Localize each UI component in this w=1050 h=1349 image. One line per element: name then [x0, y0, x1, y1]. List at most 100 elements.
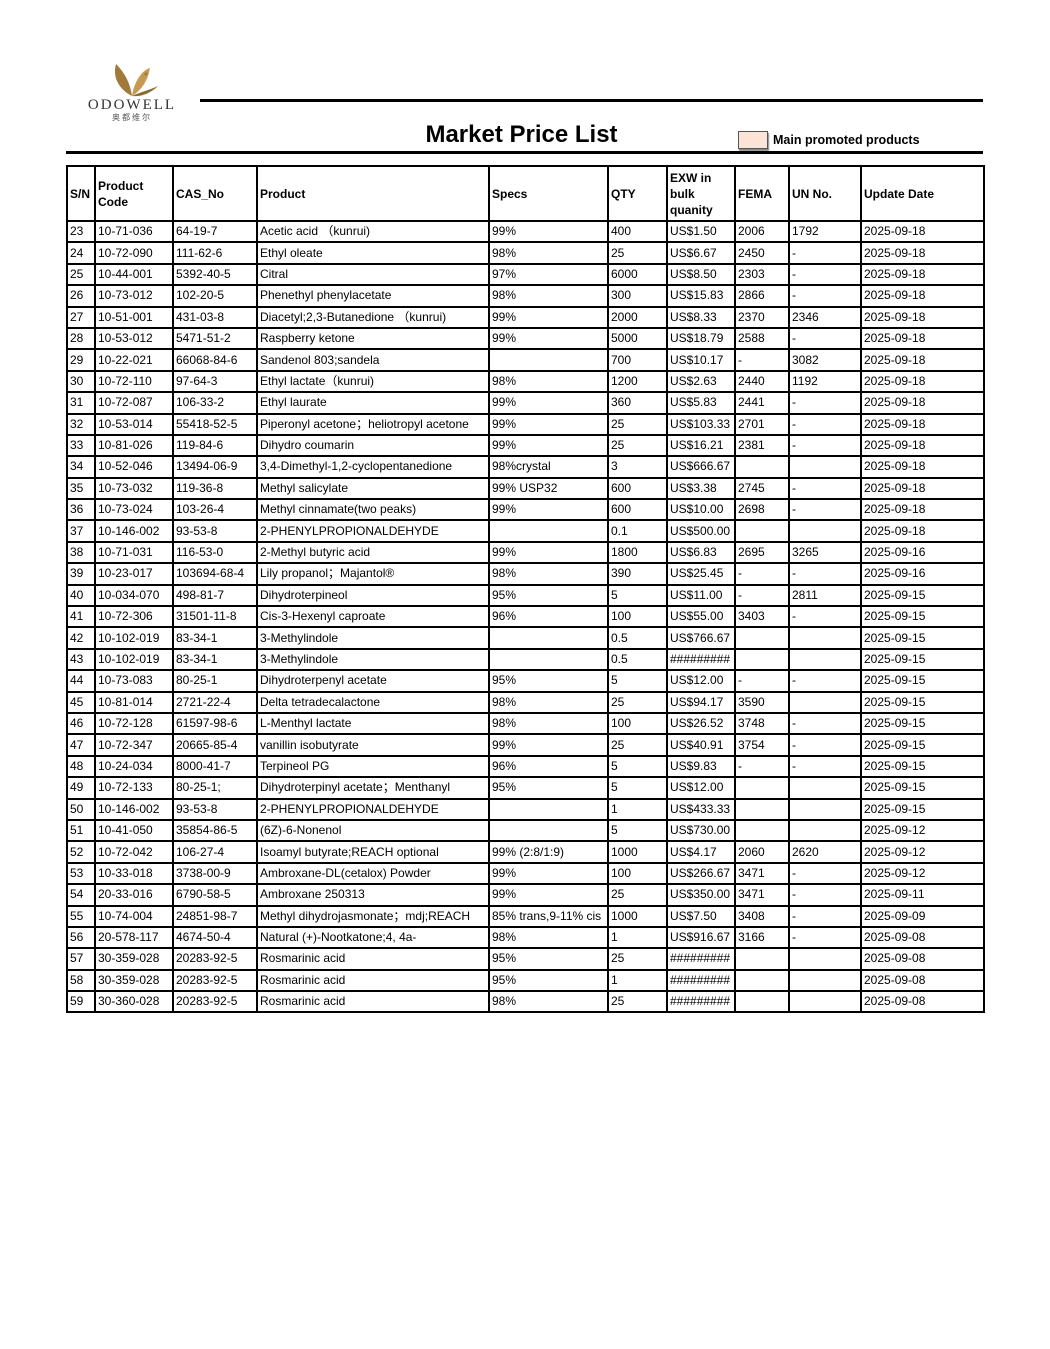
cell-un-no: 1192 — [788, 369, 862, 394]
cell-product-code: 10-73-083 — [94, 669, 174, 693]
cell-un-no — [788, 797, 862, 821]
cell-un-no — [788, 968, 862, 993]
cell-qty: 25 — [607, 883, 668, 907]
cell-fema — [734, 455, 790, 479]
cell-product-code: 10-72-042 — [94, 840, 174, 864]
cell-product: Phenethyl phenylacetate — [256, 284, 490, 308]
cell-sn: 33 — [66, 433, 96, 458]
cell-exw-price: US$12.00 — [666, 669, 736, 693]
cell-qty: 1 — [607, 797, 668, 821]
cell-exw-price: US$266.67 — [666, 861, 736, 886]
cell-exw-price: US$500.00 — [666, 519, 736, 543]
table-row: 31 10-72-087 106-33-2 Ethyl laurate 99% 360 US… — [66, 391, 985, 415]
legend: Main promoted products — [738, 131, 920, 149]
cell-exw-price: US$9.83 — [666, 754, 736, 779]
cell-un-no: - — [788, 925, 862, 950]
cell-fema: 2450 — [734, 241, 790, 265]
cell-product-code: 10-33-018 — [94, 861, 174, 886]
cell-qty: 360 — [607, 391, 668, 415]
cell-exw-price: US$8.50 — [666, 262, 736, 287]
cell-qty: 300 — [607, 284, 668, 308]
cell-cas-no: 111-62-6 — [172, 241, 258, 265]
cell-update-date: 2025-09-18 — [860, 498, 985, 522]
cell-update-date: 2025-09-18 — [860, 241, 985, 265]
cell-un-no — [788, 519, 862, 543]
cell-update-date: 2025-09-15 — [860, 754, 985, 779]
cell-cas-no: 119-36-8 — [172, 476, 258, 501]
cell-product: Ambroxane 250313 — [256, 883, 490, 907]
cell-qty: 400 — [607, 219, 668, 244]
cell-un-no: 3082 — [788, 348, 862, 372]
cell-update-date: 2025-09-18 — [860, 455, 985, 479]
cell-un-no: - — [788, 861, 862, 886]
cell-product-code: 10-53-014 — [94, 412, 174, 436]
cell-sn: 29 — [66, 348, 96, 372]
column-header-fema: FEMA — [734, 165, 790, 222]
cell-cas-no: 5392-40-5 — [172, 262, 258, 287]
cell-sn: 44 — [66, 669, 96, 693]
cell-fema: 3471 — [734, 861, 790, 886]
cell-cas-no: 35854-86-5 — [172, 818, 258, 843]
table-row: 49 10-72-133 80-25-1; Dihydroterpinyl aceta… — [66, 776, 985, 800]
cell-exw-price: US$11.00 — [666, 583, 736, 608]
cell-qty: 25 — [607, 733, 668, 757]
cell-cas-no: 116-53-0 — [172, 540, 258, 565]
cell-un-no: - — [788, 262, 862, 287]
cell-product-code: 30-359-028 — [94, 947, 174, 971]
cell-cas-no: 66068-84-6 — [172, 348, 258, 372]
cell-update-date: 2025-09-12 — [860, 818, 985, 843]
cell-product-code: 10-41-050 — [94, 818, 174, 843]
table-row: 41 10-72-306 31501-11-8 Cis-3-Hexenyl capro… — [66, 605, 985, 629]
legend-label: Main promoted products — [773, 133, 920, 147]
table-row: 40 10-034-070 498-81-7 Dihydroterpineol 95% 5… — [66, 583, 985, 608]
cell-product: 2-PHENYLPROPIONALDEHYDE — [256, 797, 490, 821]
cell-cas-no: 64-19-7 — [172, 219, 258, 244]
cell-cas-no: 3738-00-9 — [172, 861, 258, 886]
cell-un-no — [788, 990, 862, 1014]
table-row: 39 10-23-017 103694-68-4 Lily propanol；Maja… — [66, 562, 985, 586]
cell-cas-no: 13494-06-9 — [172, 455, 258, 479]
cell-cas-no: 431-03-8 — [172, 305, 258, 329]
cell-cas-no: 103-26-4 — [172, 498, 258, 522]
cell-qty: 2000 — [607, 305, 668, 329]
cell-product-code: 10-74-004 — [94, 904, 174, 928]
cell-fema — [734, 797, 790, 821]
cell-update-date: 2025-09-15 — [860, 669, 985, 693]
cell-qty: 700 — [607, 348, 668, 372]
cell-qty: 6000 — [607, 262, 668, 287]
cell-cas-no: 4674-50-4 — [172, 925, 258, 950]
cell-specs — [488, 818, 609, 843]
table-row: 55 10-74-004 24851-98-7 Methyl dihydrojasmo… — [66, 904, 985, 928]
cell-specs: 98% — [488, 925, 609, 950]
cell-product: Delta tetradecalactone — [256, 690, 490, 715]
cell-qty: 100 — [607, 711, 668, 736]
cell-qty: 0.1 — [607, 519, 668, 543]
cell-product-code: 10-81-026 — [94, 433, 174, 458]
cell-exw-price: US$433.33 — [666, 797, 736, 821]
cell-qty: 0.5 — [607, 626, 668, 650]
cell-product: Diacetyl;2,3-Butanedione （kunrui) — [256, 305, 490, 329]
cell-un-no: 2346 — [788, 305, 862, 329]
cell-fema: 3471 — [734, 883, 790, 907]
cell-specs: 99% — [488, 883, 609, 907]
cell-un-no: - — [788, 711, 862, 736]
table-row: 30 10-72-110 97-64-3 Ethyl lactate（kunrui) 9… — [66, 369, 985, 394]
cell-cas-no: 83-34-1 — [172, 626, 258, 650]
cell-cas-no: 20283-92-5 — [172, 968, 258, 993]
cell-qty: 25 — [607, 947, 668, 971]
cell-qty: 5 — [607, 754, 668, 779]
table-row: 34 10-52-046 13494-06-9 3,4-Dimethyl-1,2-cy… — [66, 455, 985, 479]
cell-sn: 50 — [66, 797, 96, 821]
cell-specs: 97% — [488, 262, 609, 287]
cell-product-code: 10-102-019 — [94, 626, 174, 650]
cell-exw-price: US$666.67 — [666, 455, 736, 479]
cell-sn: 59 — [66, 990, 96, 1014]
cell-product: Raspberry ketone — [256, 326, 490, 351]
cell-product: vanillin isobutyrate — [256, 733, 490, 757]
cell-exw-price: US$25.45 — [666, 562, 736, 586]
column-header-un-no: UN No. — [788, 165, 862, 222]
cell-exw-price: US$350.00 — [666, 883, 736, 907]
cell-update-date: 2025-09-15 — [860, 797, 985, 821]
cell-update-date: 2025-09-18 — [860, 412, 985, 436]
table-row: 36 10-73-024 103-26-4 Methyl cinnamate(two … — [66, 498, 985, 522]
